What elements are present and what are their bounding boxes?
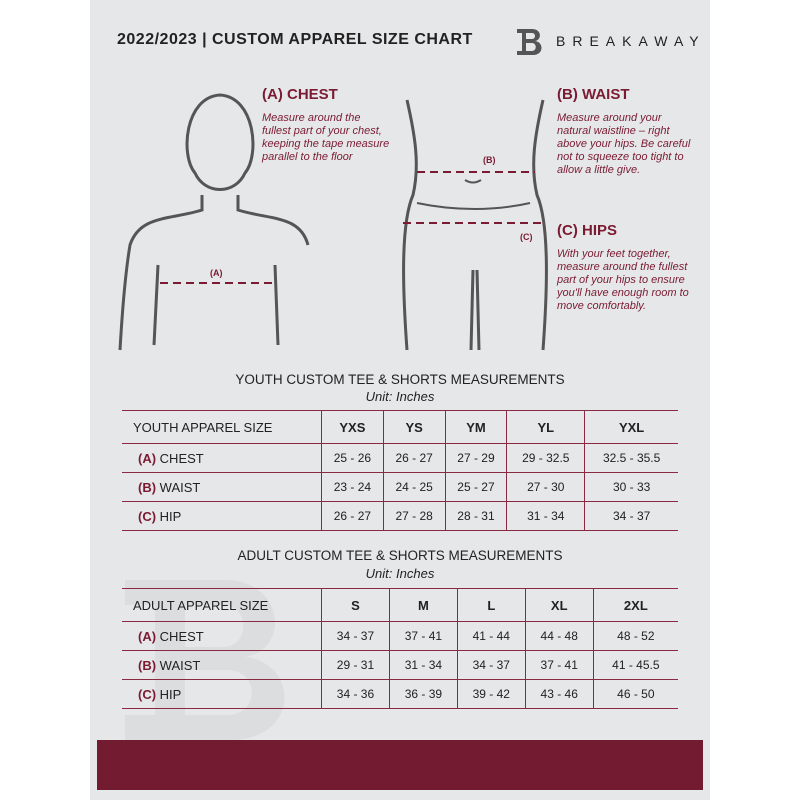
cell: 34 - 37: [456, 650, 526, 680]
row-label: (B) WAIST: [122, 472, 322, 502]
table-row: (C) HIP 26 - 27 27 - 28 28 - 31 31 - 34 34 -…: [122, 501, 678, 531]
cell: 26 - 27: [382, 443, 446, 473]
upper-body-figure: (A): [118, 93, 310, 351]
row-label: (A) CHEST: [122, 621, 322, 651]
breakaway-logo-icon: [517, 29, 542, 55]
cell: 39 - 42: [456, 679, 526, 709]
cell: 27 - 28: [382, 501, 446, 531]
youth-size-table: YOUTH APPAREL SIZE YXS YS YM YL YXL (A) …: [122, 410, 678, 531]
cell: 48 - 52: [592, 621, 678, 651]
page-title: 2022/2023 | CUSTOM APPAREL SIZE CHART: [117, 31, 473, 48]
youth-table-title: YOUTH CUSTOM TEE & SHORTS MEASUREMENTS: [235, 372, 565, 387]
adult-size-table: ADULT APPAREL SIZE S M L XL 2XL (A) CHES…: [122, 588, 678, 709]
cell: 34 - 37: [584, 501, 678, 531]
size-header: S: [321, 588, 390, 622]
cell: 41 - 45.5: [592, 650, 678, 680]
table-row: (C) HIP 34 - 36 36 - 39 39 - 42 43 - 46 46 -…: [122, 679, 678, 709]
size-header: YXS: [321, 410, 384, 444]
waist-line-label: (B): [483, 155, 496, 165]
cell: 25 - 27: [444, 472, 507, 502]
table-row: (B) WAIST 23 - 24 24 - 25 25 - 27 27 - 30 30…: [122, 472, 678, 502]
cell: 24 - 25: [382, 472, 446, 502]
cell: 27 - 30: [506, 472, 585, 502]
row-label: (A) CHEST: [122, 443, 322, 473]
chest-line-label: (A): [210, 268, 223, 278]
cell: 37 - 41: [388, 621, 458, 651]
cell: 23 - 24: [321, 472, 384, 502]
hips-heading: (C) HIPS: [557, 222, 617, 239]
row-label: (C) HIP: [122, 679, 322, 709]
table-row: (A) CHEST 34 - 37 37 - 41 41 - 44 44 - 48 48…: [122, 621, 678, 651]
youth-table-unit: Unit: Inches: [365, 389, 435, 404]
cell: 44 - 48: [524, 621, 594, 651]
cell: 28 - 31: [444, 501, 507, 531]
size-header: 2XL: [592, 588, 678, 622]
cell: 31 - 34: [388, 650, 458, 680]
cell: 37 - 41: [524, 650, 594, 680]
size-header: L: [456, 588, 526, 622]
cell: 26 - 27: [321, 501, 384, 531]
header-label: ADULT APPAREL SIZE: [122, 588, 322, 622]
row-label: (C) HIP: [122, 501, 322, 531]
cell: 36 - 39: [388, 679, 458, 709]
waist-heading: (B) WAIST: [557, 86, 630, 103]
size-header: YS: [382, 410, 446, 444]
chest-heading: (A) CHEST: [262, 86, 338, 103]
cell: 46 - 50: [592, 679, 678, 709]
chest-description: Measure around the fullest part of your …: [262, 112, 390, 163]
size-header: YM: [444, 410, 507, 444]
size-header: YXL: [584, 410, 678, 444]
cell: 31 - 34: [506, 501, 585, 531]
cell: 41 - 44: [456, 621, 526, 651]
adult-table-title: ADULT CUSTOM TEE & SHORTS MEASUREMENTS: [237, 548, 563, 563]
cell: 34 - 36: [321, 679, 390, 709]
adult-table-unit: Unit: Inches: [365, 566, 435, 581]
cell: 32.5 - 35.5: [584, 443, 678, 473]
hips-line-label: (C): [520, 232, 533, 242]
lower-body-figure: (B) (C): [402, 99, 548, 351]
size-header: XL: [524, 588, 594, 622]
table-header-row: ADULT APPAREL SIZE S M L XL 2XL: [122, 588, 678, 622]
cell: 43 - 46: [524, 679, 594, 709]
footer-band: [97, 740, 703, 790]
table-row: (B) WAIST 29 - 31 31 - 34 34 - 37 37 - 41 41…: [122, 650, 678, 680]
header-label: YOUTH APPAREL SIZE: [122, 410, 322, 444]
cell: 25 - 26: [321, 443, 384, 473]
cell: 27 - 29: [444, 443, 507, 473]
table-row: (A) CHEST 25 - 26 26 - 27 27 - 29 29 - 32.5…: [122, 443, 678, 473]
brand-name: BREAKAWAY: [556, 33, 706, 49]
cell: 29 - 32.5: [506, 443, 585, 473]
size-header: YL: [506, 410, 585, 444]
size-header: M: [388, 588, 458, 622]
waist-description: Measure around your natural waistline – …: [557, 112, 691, 176]
hips-description: With your feet together, measure around …: [557, 248, 689, 312]
row-label: (B) WAIST: [122, 650, 322, 680]
table-header-row: YOUTH APPAREL SIZE YXS YS YM YL YXL: [122, 410, 678, 444]
cell: 34 - 37: [321, 621, 390, 651]
cell: 29 - 31: [321, 650, 390, 680]
cell: 30 - 33: [584, 472, 678, 502]
